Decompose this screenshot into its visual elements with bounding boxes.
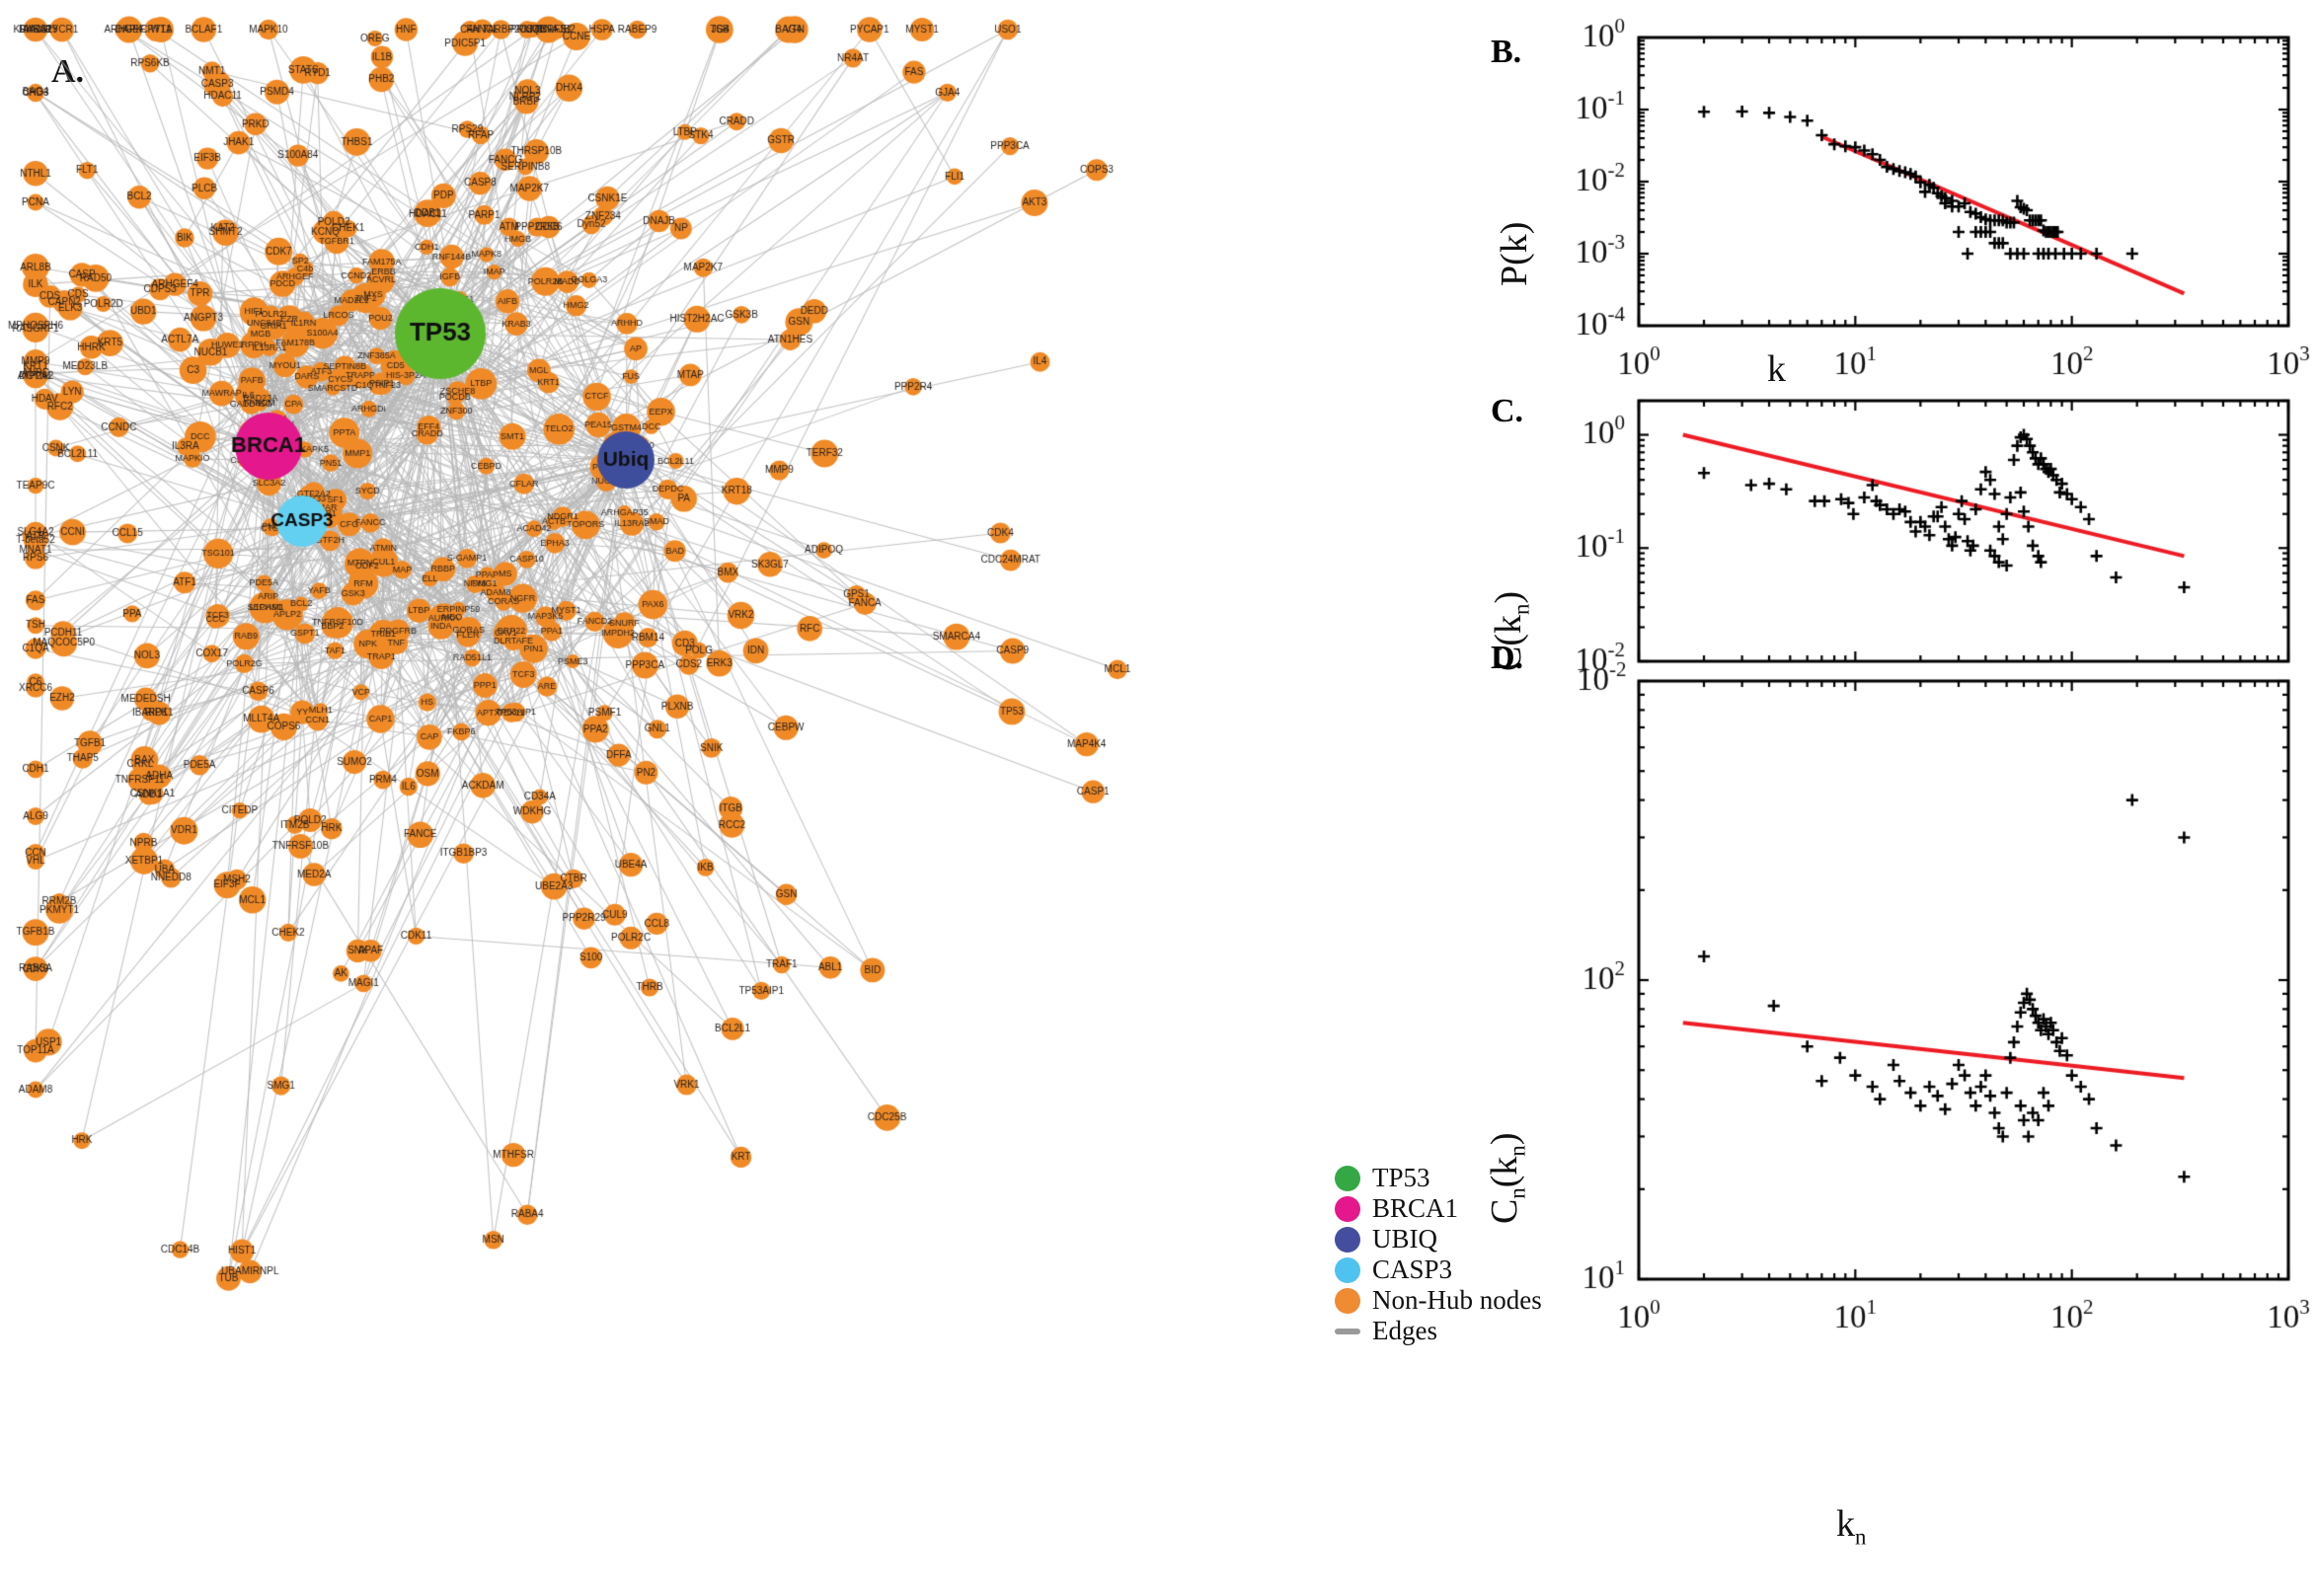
legend-item-casp3: CASP3: [1335, 1254, 1542, 1285]
panel-d-neighbour-connectivity: D. Cn(kn) kn: [1441, 640, 2316, 1591]
panel-d-xlabel: kn: [1836, 1503, 1867, 1550]
panel-b-degree-distribution: B. P(k) k: [1441, 0, 2316, 395]
legend-swatch-casp3: [1335, 1256, 1360, 1283]
legend-label-tp53: TP53: [1372, 1163, 1430, 1192]
legend-swatch-edges: [1335, 1328, 1360, 1334]
legend-item-tp53: TP53: [1335, 1163, 1542, 1193]
legend-swatch-brca1: [1335, 1195, 1360, 1222]
panel-c-letter: C.: [1491, 393, 1524, 429]
legend-label-casp3: CASP3: [1372, 1254, 1453, 1284]
panel-b-ylabel: P(k): [1494, 221, 1535, 286]
legend-swatch-tp53: [1335, 1165, 1360, 1191]
legend-label-edges: Edges: [1372, 1316, 1437, 1345]
panel-d-letter: D.: [1491, 640, 1524, 676]
panel-d-ylabel: Cn(kn): [1484, 1132, 1530, 1224]
network-graph-canvas: [0, 0, 1441, 1591]
panel-d-canvas: [1441, 651, 2316, 1591]
panel-a-network: A. TP53 BRCA1 UBIQ CASP3 Non-Hub nodes: [0, 0, 1542, 1591]
panel-b-letter: B.: [1491, 34, 1522, 70]
panel-c-canvas: [1441, 375, 2316, 691]
legend-item-edges: Edges: [1335, 1316, 1542, 1346]
legend-item-ubiq: UBIQ: [1335, 1224, 1542, 1254]
legend-swatch-non-hub-nodes: [1335, 1287, 1360, 1314]
panel-c-clustering: C. C(kn): [1441, 375, 2316, 691]
legend-swatch-ubiq: [1335, 1226, 1360, 1253]
legend-label-ubiq: UBIQ: [1372, 1224, 1437, 1254]
panel-b-canvas: [1441, 0, 2316, 395]
network-legend: TP53 BRCA1 UBIQ CASP3 Non-Hub nodes Edge…: [1335, 1163, 1542, 1346]
